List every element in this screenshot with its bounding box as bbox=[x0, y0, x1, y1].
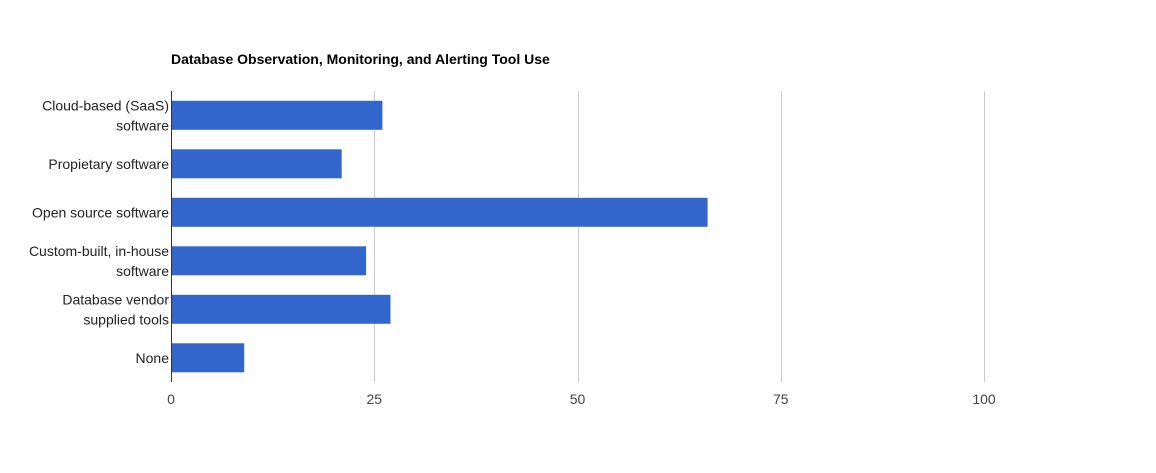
category-label-line: software bbox=[116, 117, 169, 133]
category-label-line: Database vendor bbox=[62, 291, 169, 307]
category-label-line: None bbox=[136, 350, 170, 366]
gridlines bbox=[374, 91, 985, 382]
bar-1 bbox=[171, 149, 342, 179]
category-label-line: software bbox=[116, 263, 169, 279]
x-tick-label-25: 25 bbox=[367, 391, 383, 407]
x-tick-label-75: 75 bbox=[773, 391, 789, 407]
bar-5 bbox=[171, 343, 245, 373]
category-label-2: Open source software bbox=[32, 204, 169, 220]
category-label-line: Cloud-based (SaaS) bbox=[42, 97, 169, 113]
category-label-3: Custom-built, in-house software bbox=[29, 243, 169, 279]
x-tick-label-100: 100 bbox=[972, 391, 996, 407]
category-label-line: Open source software bbox=[32, 204, 169, 220]
bar-3 bbox=[171, 246, 367, 276]
bar-0 bbox=[171, 100, 383, 130]
category-label-0: Cloud-based (SaaS) software bbox=[42, 97, 169, 133]
x-tick-label-50: 50 bbox=[570, 391, 586, 407]
category-label-line: Propietary software bbox=[48, 156, 169, 172]
category-label-line: Custom-built, in-house bbox=[29, 243, 169, 259]
bar-4 bbox=[171, 294, 391, 324]
bar-2 bbox=[171, 197, 708, 227]
chart-title: Database Observation, Monitoring, and Al… bbox=[171, 51, 550, 67]
category-label-line: supplied tools bbox=[83, 311, 169, 327]
bars bbox=[171, 100, 708, 373]
category-label-4: Database vendor supplied tools bbox=[62, 291, 169, 327]
category-label-5: None bbox=[136, 350, 170, 366]
category-label-1: Propietary software bbox=[48, 156, 169, 172]
x-tick-labels: 0 25 50 75 100 bbox=[167, 391, 996, 407]
x-tick-label-0: 0 bbox=[167, 391, 175, 407]
category-labels: Cloud-based (SaaS) software Propietary sof… bbox=[29, 97, 170, 366]
